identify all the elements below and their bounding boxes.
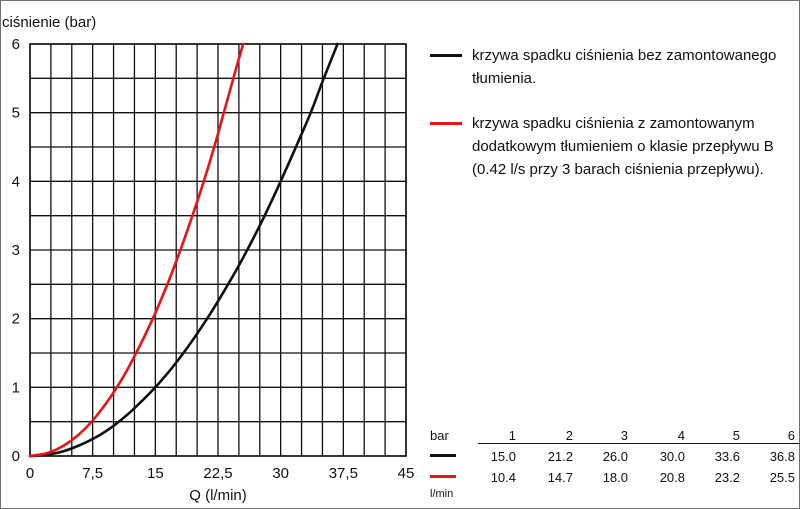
series-lines xyxy=(28,42,339,458)
table-row-swatch-red xyxy=(430,475,456,478)
table-cell-red: 18.0 xyxy=(602,470,628,485)
table-header-cell: 6 xyxy=(787,428,795,443)
y-tick-label: 1 xyxy=(12,379,20,396)
table-cell-red: 10.4 xyxy=(490,470,516,485)
table-header-cell: 4 xyxy=(677,428,685,443)
series-line-red xyxy=(28,42,245,458)
legend-text-red: krzywa spadku ciśnienia z zamontowanym d… xyxy=(472,115,774,178)
y-tick-label: 5 xyxy=(12,105,20,122)
table-unit-label: l/min xyxy=(430,488,454,500)
legend-swatch-red xyxy=(430,122,462,125)
x-tick-label: 37,5 xyxy=(329,465,358,482)
series-line-black xyxy=(28,42,339,458)
x-tick-label: 0 xyxy=(26,465,34,482)
x-tick-label: 30 xyxy=(272,465,289,482)
y-axis-label: ciśnienie (bar) xyxy=(2,14,96,31)
legend-swatch-black xyxy=(430,54,462,57)
legend-text-black: krzywa spadku ciśnienia bez zamontowaneg… xyxy=(472,47,777,87)
table-cell-black: 36.8 xyxy=(769,449,795,464)
table-header-cell: 5 xyxy=(732,428,740,443)
y-tick-label: 0 xyxy=(12,448,20,465)
table-cell-red: 25.5 xyxy=(769,470,795,485)
y-tick-label: 6 xyxy=(12,36,20,53)
y-tick-label: 4 xyxy=(12,173,20,190)
y-tick-label: 2 xyxy=(12,311,20,328)
legend-entry-black: krzywa spadku ciśnienia bez zamontowaneg… xyxy=(430,44,780,90)
x-axis-label: Q (l/min) xyxy=(189,487,247,504)
table-cell-black: 15.0 xyxy=(490,449,516,464)
table-header-cell: 1 xyxy=(508,428,516,443)
x-tick-label: 22,5 xyxy=(203,465,232,482)
grid xyxy=(29,43,407,457)
table-row-swatch-black xyxy=(430,454,456,457)
table-divider xyxy=(478,443,800,444)
table-cell-black: 26.0 xyxy=(602,449,628,464)
table-cell-red: 23.2 xyxy=(714,470,740,485)
table-header-cell: 2 xyxy=(565,428,573,443)
legend-entry-red: krzywa spadku ciśnienia z zamontowanym d… xyxy=(430,112,780,181)
x-tick-label: 7,5 xyxy=(82,465,103,482)
flow-table: bar l/min 1 2 3 4 5 6 15.0 21.2 26.0 30.0 33.6 36.8… xyxy=(428,424,800,504)
x-tick-label: 15 xyxy=(147,465,164,482)
table-cell-black: 33.6 xyxy=(714,449,740,464)
plot-border xyxy=(29,43,407,457)
table-bar-label: bar xyxy=(430,428,449,443)
table-cell-black: 30.0 xyxy=(659,449,685,464)
y-tick-label: 3 xyxy=(12,242,20,259)
table-cell-red: 14.7 xyxy=(547,470,573,485)
x-tick-label: 45 xyxy=(398,465,415,482)
table-header-cell: 3 xyxy=(620,428,628,443)
table-cell-black: 21.2 xyxy=(547,449,573,464)
table-cell-red: 20.8 xyxy=(659,470,685,485)
